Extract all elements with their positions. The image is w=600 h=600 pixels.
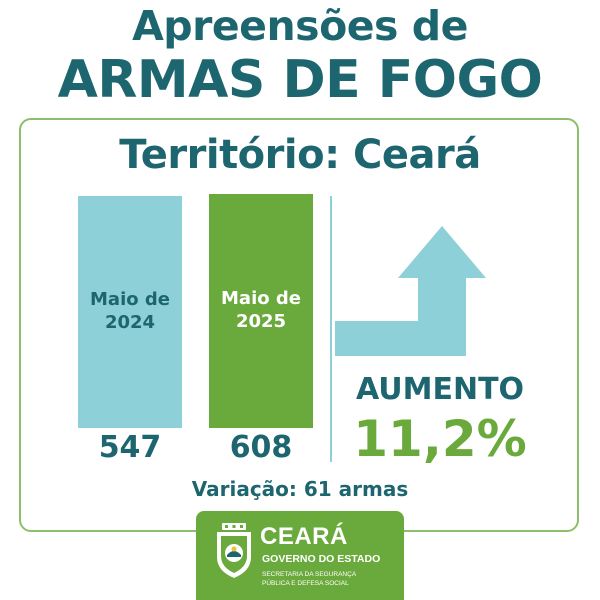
bar-category-label-line: Maio de bbox=[90, 289, 170, 310]
gov-secretariat-line2: PÚBLICA E DEFESA SOCIAL bbox=[262, 580, 349, 587]
bar-category-label: Maio de 2025 bbox=[209, 287, 313, 333]
gov-subtitle: GOVERNO DO ESTADO bbox=[262, 553, 381, 565]
government-logo: CEARÁ GOVERNO DO ESTADO SECRETARIA DA SE… bbox=[196, 511, 404, 600]
territory-heading: Território: Ceará bbox=[119, 132, 481, 178]
arrow-up-right-icon bbox=[335, 226, 486, 356]
variation-text: Variação: 61 armas bbox=[191, 477, 409, 501]
bar-value-label: 608 bbox=[229, 430, 293, 465]
page-title-line2: ARMAS DE FOGO bbox=[57, 50, 543, 110]
bars-layer bbox=[78, 194, 313, 428]
page-title-line1: Apreensões de bbox=[132, 2, 468, 50]
bar-category-label-line: 2024 bbox=[104, 312, 156, 333]
gov-name: CEARÁ bbox=[260, 523, 348, 550]
bar-category-label: Maio de 2024 bbox=[78, 288, 182, 334]
bar-2 bbox=[209, 194, 313, 428]
gov-secretariat: SECRETARIA DA SEGURANÇA PÚBLICA E DEFESA… bbox=[262, 570, 402, 588]
bar-1 bbox=[78, 196, 182, 428]
trend-label: AUMENTO bbox=[355, 372, 525, 407]
gov-secretariat-line1: SECRETARIA DA SEGURANÇA bbox=[262, 571, 357, 578]
bar-category-label-line: Maio de bbox=[221, 288, 301, 309]
state-seal-icon bbox=[217, 523, 251, 578]
bar-category-label-line: 2025 bbox=[235, 311, 287, 332]
bar-value-label: 547 bbox=[98, 430, 162, 465]
trend-percentage: 11,2% bbox=[353, 410, 527, 468]
